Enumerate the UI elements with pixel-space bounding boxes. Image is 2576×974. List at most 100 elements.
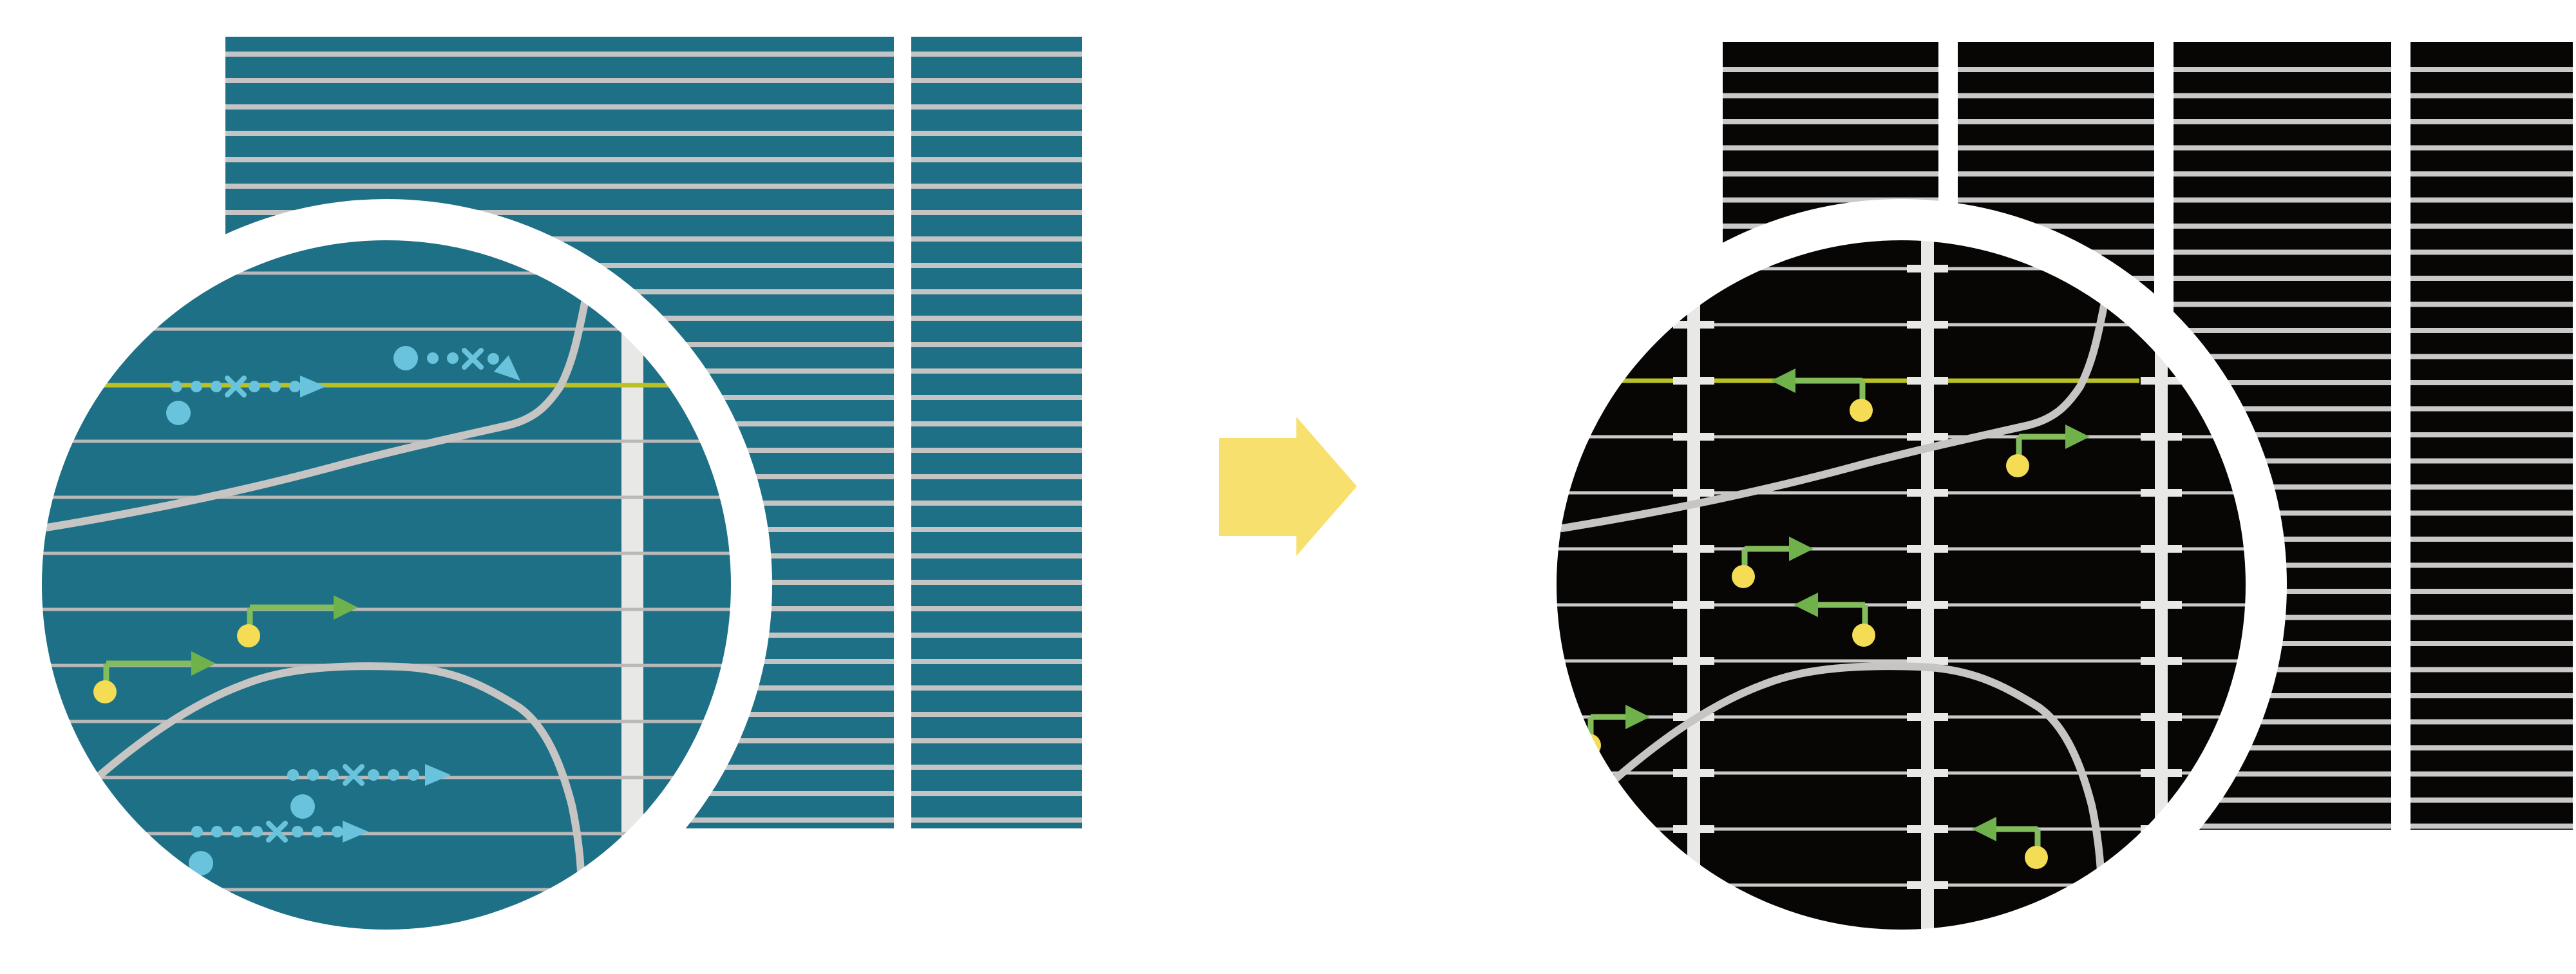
path-dot [447,352,459,364]
green-arrowhead-icon [1771,368,1795,393]
solder-pad-nub [1907,825,1948,833]
path-dot [211,381,222,392]
green-arrowhead-icon [334,595,358,620]
solder-pad-nub [2141,545,2182,553]
busbar [1921,237,1934,933]
lens-multi-busbar-cell [1553,237,2249,933]
blocked-cross-icon [225,376,247,397]
path-dot [332,826,343,837]
blue-arrowhead-icon [343,821,368,843]
blue-arrowhead-icon [493,355,520,381]
solder-pad-nub [2141,601,2182,609]
solder-pad-nub [2141,433,2182,441]
carrier-arrow [237,595,358,647]
solder-pad-nub [1673,657,1714,665]
solder-pad-nub [2141,769,2182,777]
path-dot [312,826,323,837]
solder-pad-nub [1907,881,1948,889]
solder-pad-nub [1907,377,1948,385]
grain-boundary-curve [64,662,585,875]
lens-ring [1515,199,2287,971]
electron-circle [189,851,213,875]
carrier-circle [2006,454,2029,477]
path-dot [307,769,319,781]
lens-background [39,237,734,933]
electron-circle [166,401,191,425]
solder-pad-nub [1907,769,1948,777]
solder-pad-nub [2141,713,2182,721]
path-dot [211,826,223,837]
solder-pad-nub [2141,489,2182,497]
carrier-circle [1850,399,1873,422]
solder-pad-nub [1907,321,1948,329]
grain-boundary-curve [1584,662,2105,875]
carrier-circle [1732,565,1755,588]
carrier-arrow [93,651,216,703]
electron-path [189,821,368,875]
solder-pad-nub [1673,545,1714,553]
path-dot [191,826,203,837]
path-dot [231,826,243,837]
blue-arrowhead-icon [300,376,326,397]
blocked-cross-icon [343,764,365,786]
electron-circle [393,346,418,370]
path-dot [327,769,339,781]
green-arrowhead-icon [1794,593,1818,617]
path-dot [289,381,301,392]
carrier-circle [93,680,117,703]
blue-arrowhead-icon [425,764,451,786]
green-arrowhead-icon [1625,705,1650,729]
busbar [2155,237,2168,933]
solder-pad-nub [1907,713,1948,721]
solder-pad-nub [1673,433,1714,441]
carrier-circle [237,624,260,647]
path-dot [427,352,439,364]
path-dot [488,353,499,365]
blocked-cross-icon [462,348,484,370]
carrier-arrow [1732,537,1814,588]
blocked-cross-icon [266,821,288,843]
path-dot [287,769,299,781]
solder-pad-nub [1907,601,1948,609]
path-dot [269,381,281,392]
lens-ring [1,199,772,971]
busbar [1687,237,1700,933]
green-arrowhead-icon [1972,817,1996,841]
grain-boundary-curve [1558,299,2108,532]
carrier-arrow [1771,368,1873,422]
solder-pad-nub [1673,769,1714,777]
path-dot [249,381,260,392]
electron-circle [290,794,315,819]
solder-pad-nub [2141,881,2182,889]
solder-pad-nub [1673,601,1714,609]
transform-arrow-icon [1219,417,1357,556]
carrier-circle [1852,624,1875,647]
carrier-arrow [1972,817,2048,869]
path-dot [388,769,399,781]
solder-pad-nub [1673,377,1714,385]
solder-pad-nub [2141,657,2182,665]
green-arrowhead-icon [191,651,216,676]
solder-pad-nub [1673,321,1714,329]
electron-path [393,346,520,381]
path-dot [191,381,202,392]
solder-pad-nub [1907,545,1948,553]
electron-path [166,376,326,425]
solder-pad-nub [1907,433,1948,441]
solder-pad-nub [1673,489,1714,497]
carrier-circle [2025,846,2048,869]
solder-pad-nub [1673,825,1714,833]
path-dot [171,381,182,392]
electron-path [287,764,451,819]
solder-pad-nub [1907,489,1948,497]
busbar [621,237,643,933]
path-dot [408,769,419,781]
path-dot [292,826,303,837]
solder-pad-nub [1907,265,1948,272]
carrier-arrow [2006,425,2090,477]
grain-boundary-curve [39,299,589,532]
carrier-arrow [1794,593,1875,647]
green-arrowhead-icon [1789,537,1814,561]
green-arrowhead-icon [2065,425,2090,449]
solar-panel [911,37,1082,828]
